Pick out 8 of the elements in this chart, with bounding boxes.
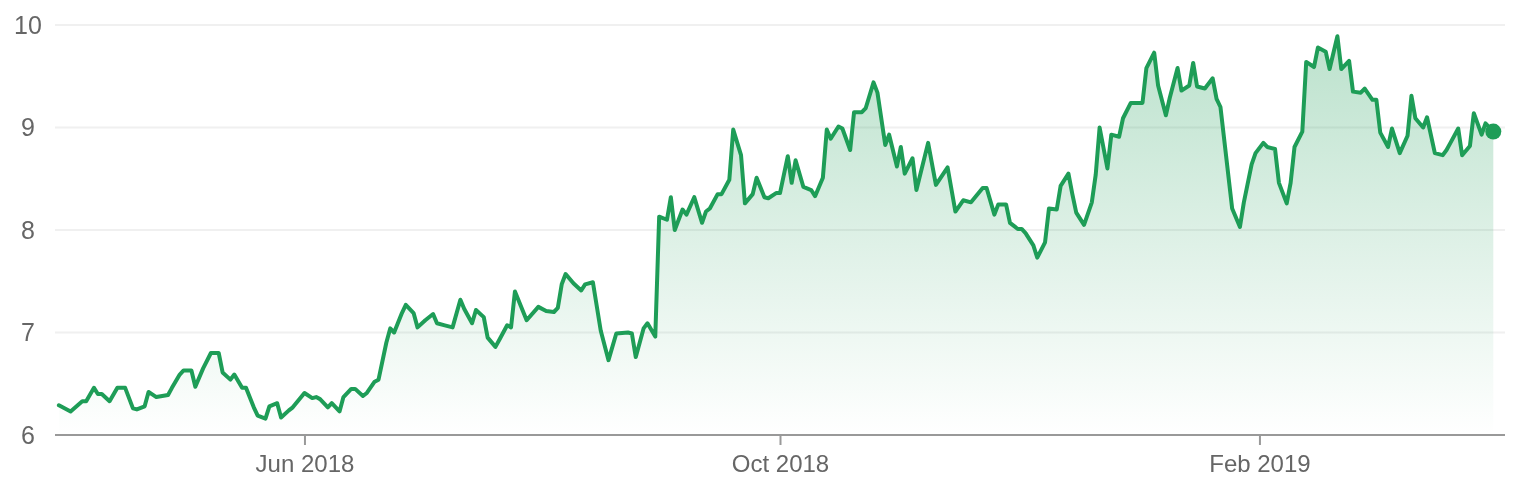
x-tick-label: Jun 2018 <box>255 450 355 478</box>
x-tick-label: Feb 2019 <box>1209 450 1311 478</box>
y-tick-label: 6 <box>21 420 35 449</box>
y-tick-label: 7 <box>21 318 35 346</box>
y-tick-label: 9 <box>21 113 35 141</box>
y-tick-label: 8 <box>21 215 35 244</box>
y-tick-label: 10 <box>14 10 42 39</box>
x-tick-label: Oct 2018 <box>731 450 830 478</box>
